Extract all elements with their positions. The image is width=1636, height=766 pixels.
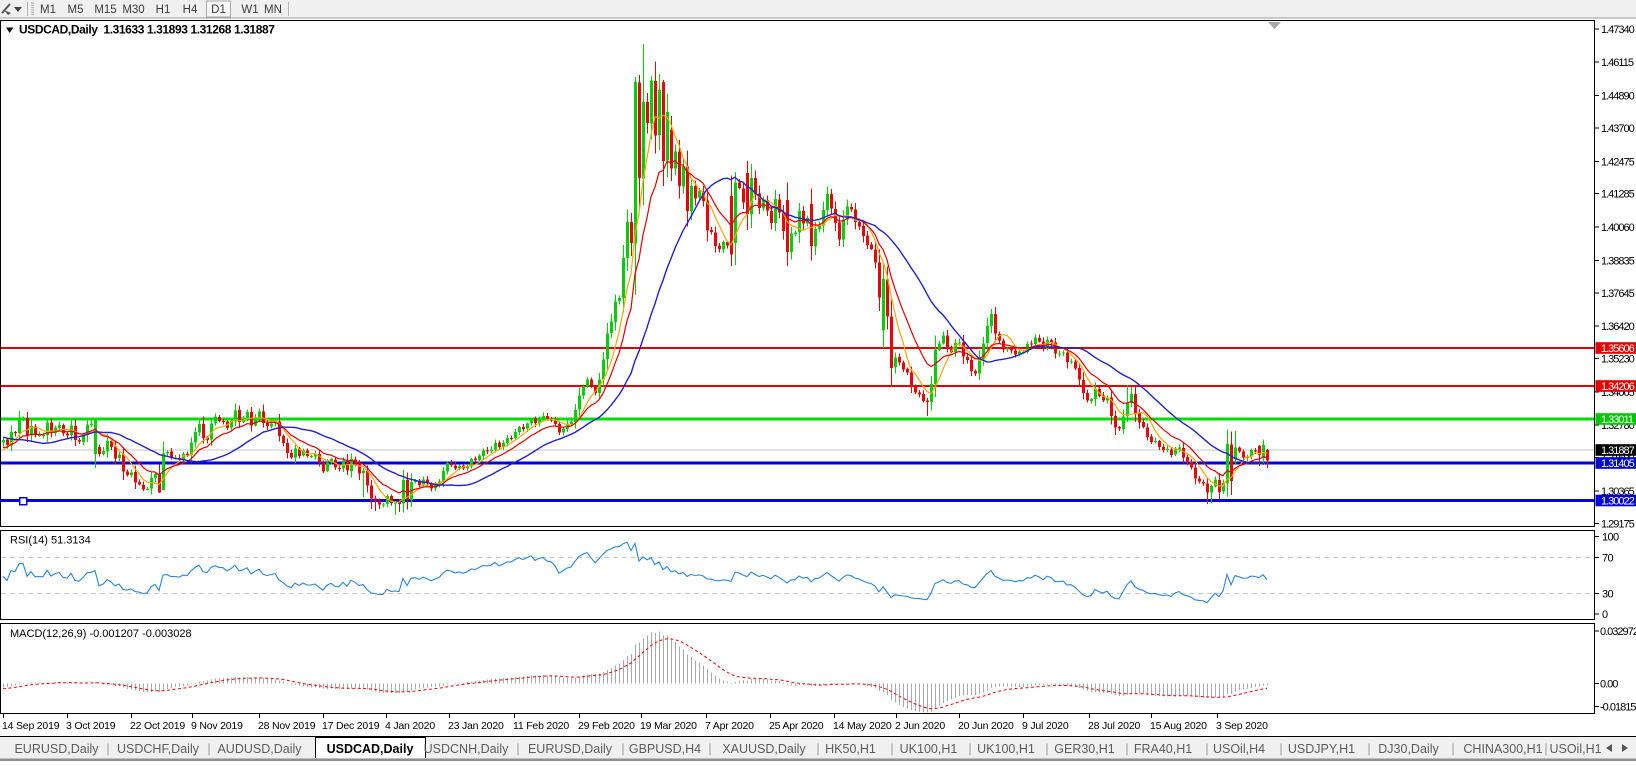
svg-text:|: | (106, 742, 109, 756)
svg-text:0.00: 0.00 (1600, 679, 1618, 691)
svg-text:28 Jul 2020: 28 Jul 2020 (1088, 720, 1140, 732)
svg-text:28 Nov 2019: 28 Nov 2019 (258, 720, 316, 732)
svg-text:25 Apr 2020: 25 Apr 2020 (769, 720, 824, 732)
svg-text:1.34206: 1.34206 (1601, 381, 1635, 393)
svg-text:M5: M5 (68, 4, 84, 16)
svg-text:20 Jun 2020: 20 Jun 2020 (958, 720, 1014, 732)
svg-text:70: 70 (1602, 552, 1614, 564)
svg-text:EURUSD,Daily: EURUSD,Daily (14, 742, 99, 756)
svg-text:1.40060: 1.40060 (1601, 222, 1635, 234)
svg-text:DJ30,Daily: DJ30,Daily (1378, 742, 1439, 756)
svg-text:7 Apr 2020: 7 Apr 2020 (705, 720, 754, 732)
svg-text:USDCNH,Daily: USDCNH,Daily (424, 742, 509, 756)
svg-text:EURUSD,Daily: EURUSD,Daily (528, 742, 613, 756)
svg-text:1.41285: 1.41285 (1601, 189, 1635, 201)
svg-text:W1: W1 (241, 4, 258, 16)
svg-text:|: | (1125, 742, 1128, 756)
svg-text:|: | (968, 742, 971, 756)
svg-text:1.35606: 1.35606 (1601, 343, 1635, 355)
svg-text:23 Jan 2020: 23 Jan 2020 (448, 720, 504, 732)
svg-text:AUDUSD,Daily: AUDUSD,Daily (217, 742, 302, 756)
svg-text:M15: M15 (94, 4, 116, 16)
svg-text:USOil,H1: USOil,H1 (1549, 742, 1601, 756)
svg-text:1.30022: 1.30022 (1601, 496, 1635, 508)
svg-text:1.46115: 1.46115 (1601, 57, 1634, 69)
svg-text:2 Jun 2020: 2 Jun 2020 (895, 720, 945, 732)
svg-text:USDCHF,Daily: USDCHF,Daily (117, 742, 200, 756)
svg-text:M1: M1 (40, 4, 56, 16)
svg-text:CHINA300,H1: CHINA300,H1 (1463, 742, 1542, 756)
svg-text:1.43700: 1.43700 (1601, 123, 1635, 135)
svg-text:|: | (1544, 742, 1547, 756)
svg-text:1.44890: 1.44890 (1601, 91, 1635, 103)
svg-text:USDJPY,H1: USDJPY,H1 (1288, 742, 1355, 756)
svg-text:14 May 2020: 14 May 2020 (833, 720, 892, 732)
svg-text:UK100,H1: UK100,H1 (977, 742, 1035, 756)
svg-text:|: | (708, 742, 711, 756)
svg-text:D1: D1 (211, 4, 226, 16)
svg-text:|: | (816, 742, 819, 756)
svg-text:USDCAD,Daily: USDCAD,Daily (327, 742, 414, 756)
svg-text:3 Sep 2020: 3 Sep 2020 (1216, 720, 1268, 732)
svg-text:-0.018154: -0.018154 (1600, 702, 1636, 714)
svg-text:H1: H1 (156, 4, 171, 16)
svg-text:1.29175: 1.29175 (1601, 518, 1635, 530)
svg-text:17 Dec 2019: 17 Dec 2019 (322, 720, 380, 732)
svg-text:USDCAD,Daily 1.31633 1.31893: USDCAD,Daily 1.31633 1.31893 1.31268 1.3… (19, 23, 275, 37)
svg-text:4 Jan 2020: 4 Jan 2020 (385, 720, 435, 732)
svg-text:HK50,H1: HK50,H1 (825, 742, 876, 756)
svg-text:1.31887: 1.31887 (1601, 445, 1635, 457)
svg-text:GBPUSD,H4: GBPUSD,H4 (629, 742, 701, 756)
svg-text:30: 30 (1602, 589, 1614, 601)
svg-text:XAUUSD,Daily: XAUUSD,Daily (722, 742, 806, 756)
svg-text:|: | (1045, 742, 1048, 756)
svg-text:100: 100 (1602, 532, 1619, 544)
svg-text:|: | (621, 742, 624, 756)
svg-text:1.36420: 1.36420 (1601, 321, 1635, 333)
svg-text:GER30,H1: GER30,H1 (1054, 742, 1114, 756)
svg-text:9 Jul 2020: 9 Jul 2020 (1022, 720, 1069, 732)
svg-text:0: 0 (1602, 609, 1608, 621)
svg-text:M30: M30 (122, 4, 144, 16)
svg-text:0.032972: 0.032972 (1600, 626, 1636, 638)
svg-text:1.31405: 1.31405 (1601, 458, 1635, 470)
svg-text:MACD(12,26,9) -0.001207 -0.003: MACD(12,26,9) -0.001207 -0.003028 (10, 628, 192, 640)
svg-text:9 Nov 2019: 9 Nov 2019 (191, 720, 243, 732)
svg-text:3 Oct 2019: 3 Oct 2019 (66, 720, 116, 732)
svg-text:|: | (1279, 742, 1282, 756)
svg-text:FRA40,H1: FRA40,H1 (1134, 742, 1192, 756)
svg-text:11 Feb 2020: 11 Feb 2020 (513, 720, 569, 732)
svg-text:|: | (890, 742, 893, 756)
svg-text:22 Oct 2019: 22 Oct 2019 (130, 720, 185, 732)
svg-text:1.42475: 1.42475 (1601, 156, 1635, 168)
svg-text:|: | (1367, 742, 1370, 756)
svg-text:29 Feb 2020: 29 Feb 2020 (578, 720, 635, 732)
svg-text:|: | (207, 742, 210, 756)
svg-text:UK100,H1: UK100,H1 (900, 742, 958, 756)
svg-text:USOil,H4: USOil,H4 (1213, 742, 1265, 756)
svg-text:1.35230: 1.35230 (1601, 354, 1635, 366)
svg-text:H4: H4 (183, 4, 198, 16)
svg-text:|: | (1451, 742, 1454, 756)
svg-text:19 Mar 2020: 19 Mar 2020 (640, 720, 697, 732)
svg-text:|: | (516, 742, 519, 756)
svg-text:|: | (1205, 742, 1208, 756)
svg-text:RSI(14) 51.3134: RSI(14) 51.3134 (10, 535, 91, 547)
svg-text:MN: MN (264, 4, 282, 16)
svg-text:1.47340: 1.47340 (1601, 24, 1635, 36)
svg-text:1.38835: 1.38835 (1601, 255, 1635, 267)
svg-text:1.33011: 1.33011 (1601, 414, 1634, 426)
svg-text:15 Aug 2020: 15 Aug 2020 (1150, 720, 1207, 732)
svg-text:1.37645: 1.37645 (1601, 288, 1635, 300)
svg-text:14 Sep 2019: 14 Sep 2019 (2, 720, 60, 732)
